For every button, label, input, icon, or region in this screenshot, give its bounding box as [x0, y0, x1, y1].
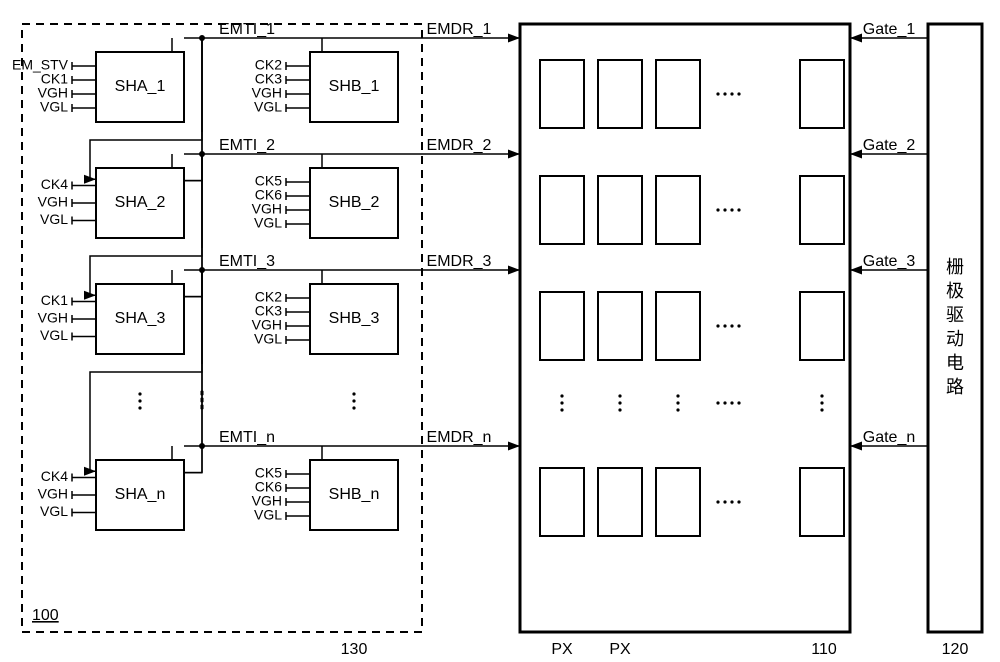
- label: SHB_3: [329, 310, 380, 327]
- label: SHA_3: [115, 310, 166, 327]
- label: SHA_n: [115, 486, 166, 503]
- label: SHA_2: [115, 194, 166, 211]
- pixel: [540, 292, 584, 360]
- label: 130: [341, 641, 368, 658]
- label: EMTI_n: [219, 429, 275, 446]
- label: 驱: [946, 305, 964, 325]
- label: Gate_1: [863, 21, 916, 38]
- label: EMTI_2: [219, 137, 275, 154]
- label: 栅: [946, 257, 964, 277]
- label: Gate_n: [863, 429, 915, 446]
- label: SHB_1: [329, 78, 380, 95]
- label: PX: [551, 641, 573, 658]
- pixel: [540, 60, 584, 128]
- label: 120: [942, 641, 969, 658]
- label: EMDR_1: [427, 21, 492, 38]
- label: Gate_3: [863, 253, 916, 270]
- pixel: [800, 176, 844, 244]
- pixel: [598, 292, 642, 360]
- label: VGL: [254, 507, 282, 523]
- pixel: [656, 292, 700, 360]
- junction: [199, 443, 205, 449]
- label: EMDR_3: [427, 253, 492, 270]
- label: 动: [946, 329, 964, 349]
- label: VGL: [40, 327, 68, 343]
- pixel: [800, 292, 844, 360]
- label: Gate_2: [863, 137, 916, 154]
- label: EMDR_n: [427, 429, 492, 446]
- pixel: [598, 468, 642, 536]
- label: VGL: [40, 99, 68, 115]
- label: 路: [946, 377, 964, 397]
- label: 电: [946, 353, 964, 373]
- pixel: [598, 60, 642, 128]
- pixel: [540, 468, 584, 536]
- label: SHB_n: [329, 486, 380, 503]
- pixel: [656, 60, 700, 128]
- label: VGL: [254, 331, 282, 347]
- label: EMDR_2: [427, 137, 492, 154]
- label: VGH: [38, 486, 68, 502]
- label: VGL: [40, 503, 68, 519]
- label: 极: [946, 281, 964, 301]
- label: SHB_2: [329, 194, 380, 211]
- pixel: [656, 176, 700, 244]
- pixel: [540, 176, 584, 244]
- pixel: [800, 468, 844, 536]
- label: PX: [609, 641, 631, 658]
- label: VGL: [40, 211, 68, 227]
- label: VGL: [254, 99, 282, 115]
- pixel: [800, 60, 844, 128]
- label: VGH: [38, 194, 68, 210]
- label: CK4: [41, 468, 68, 484]
- label: EMTI_1: [219, 21, 275, 38]
- label: CK1: [41, 292, 68, 308]
- label: SHA_1: [115, 78, 166, 95]
- ref-100: 100: [32, 607, 59, 624]
- pixel: [656, 468, 700, 536]
- label: CK4: [41, 176, 68, 192]
- pixel: [598, 176, 642, 244]
- label: VGH: [38, 310, 68, 326]
- label: 110: [811, 641, 837, 658]
- label: VGL: [254, 215, 282, 231]
- label: EMTI_3: [219, 253, 275, 270]
